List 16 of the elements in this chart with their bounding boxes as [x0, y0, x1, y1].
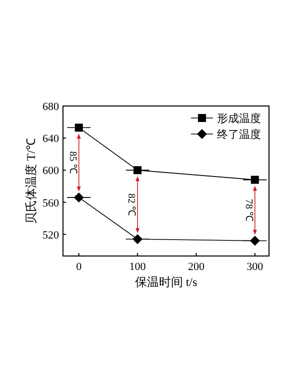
x-axis-title: 保温时间 t/s [134, 275, 198, 289]
annotation: 85 ℃ [66, 151, 78, 174]
x-tick-label: 0 [76, 261, 82, 273]
x-tick-label: 200 [188, 261, 205, 273]
y-tick-label: 520 [42, 229, 60, 242]
x-tick-label: 100 [129, 261, 146, 273]
annotation: 78 ℃ [242, 199, 254, 222]
y-tick-label: 640 [42, 133, 60, 146]
y-tick-label: 560 [42, 197, 60, 210]
legend-label: 形成温度 [217, 112, 261, 125]
y-axis-title: 贝氏体温度 T/℃ [24, 138, 38, 224]
legend-label: 终了温度 [217, 128, 261, 141]
y-tick-label: 680 [42, 101, 60, 113]
annotation: 82 ℃ [126, 193, 137, 216]
y-tick-label: 600 [42, 165, 60, 178]
x-tick-label: 300 [246, 261, 264, 273]
